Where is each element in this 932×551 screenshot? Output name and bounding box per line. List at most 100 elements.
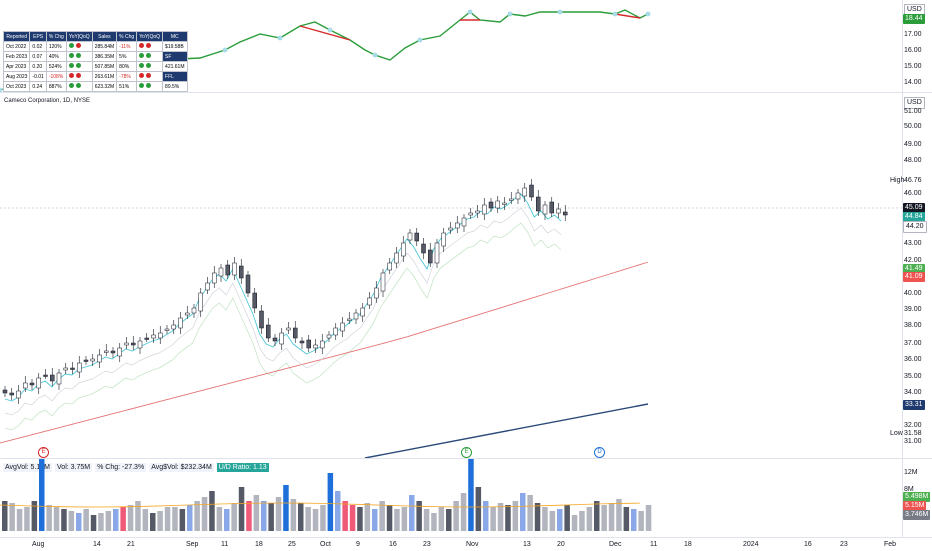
time-axis-tick[interactable]: 11 bbox=[650, 541, 658, 548]
time-axis-tick[interactable]: 18 bbox=[255, 541, 263, 548]
earnings-row: Oct 2023 0.24 887% 623.32M 51% 89.5% bbox=[2, 81, 188, 92]
volume-axis-tick: 8M bbox=[904, 486, 914, 493]
earnings-cell: $19.58B bbox=[162, 41, 188, 52]
earnings-cell: 421.61M bbox=[162, 61, 188, 72]
earnings-cell: 5% bbox=[116, 51, 138, 62]
status-dot-icon bbox=[75, 73, 81, 78]
pane-divider[interactable] bbox=[0, 458, 932, 459]
earnings-marker-icon[interactable]: E bbox=[461, 447, 472, 458]
earnings-row: Feb 2023 0.07 40% 386.35M 5% SF bbox=[2, 51, 188, 62]
time-axis-tick[interactable]: 13 bbox=[523, 541, 531, 548]
earnings-cell: 623.32M bbox=[91, 81, 118, 92]
chart-title: Cameco Corporation, 1D, NYSE bbox=[4, 98, 91, 104]
status-dot-icon bbox=[68, 53, 74, 58]
status-dots bbox=[136, 61, 164, 72]
status-dot-icon bbox=[146, 63, 152, 68]
status-dot-icon bbox=[75, 63, 81, 68]
earnings-marker-icon[interactable]: D bbox=[594, 447, 605, 458]
price-axis-tick: 39.00 bbox=[904, 306, 922, 313]
time-axis[interactable]: Aug 14 21 Sep 11 18 25 Oct 9 16 23 Nov 13 20 Dec 11 18 20… bbox=[0, 537, 932, 551]
time-axis-tick[interactable]: 9 bbox=[356, 541, 360, 548]
volume-tag: 5.15M bbox=[903, 501, 927, 511]
earnings-cell: 51% bbox=[116, 81, 138, 92]
price-axis-tick: 35.00 bbox=[904, 373, 922, 380]
earnings-cell: -11% bbox=[116, 41, 138, 52]
price-tag: 41.49 bbox=[903, 264, 925, 274]
time-axis-tick[interactable]: Feb bbox=[884, 541, 897, 548]
earnings-header: YoY|QoQ bbox=[65, 31, 93, 42]
status-dot-icon bbox=[146, 53, 152, 58]
status-dot-icon bbox=[139, 63, 145, 68]
volume-axis-tick: 12M bbox=[904, 469, 918, 476]
time-axis-tick[interactable]: 20 bbox=[557, 541, 565, 548]
status-dot-icon bbox=[75, 53, 81, 58]
time-axis-tick[interactable]: Nov bbox=[466, 541, 479, 548]
earnings-cell: 386.35M bbox=[91, 51, 118, 62]
status-dot-icon bbox=[139, 73, 145, 78]
status-dots bbox=[65, 71, 93, 82]
top-value-tag: 18.44 bbox=[903, 14, 925, 24]
price-tag: 45.09 bbox=[903, 203, 925, 213]
earnings-cell: Feb 2023 bbox=[2, 51, 31, 62]
time-axis-tick[interactable]: Aug bbox=[32, 541, 45, 548]
earnings-cell: 80% bbox=[116, 61, 138, 72]
price-axis-tick: 51.00 bbox=[904, 108, 922, 115]
status-dots bbox=[136, 41, 164, 52]
earnings-header: MC bbox=[162, 31, 188, 42]
time-axis-tick[interactable]: 18 bbox=[684, 541, 692, 548]
high-label: High bbox=[890, 177, 905, 184]
earnings-cell: FFL bbox=[162, 71, 188, 82]
earnings-header: YoY|QoQ bbox=[136, 31, 164, 42]
price-tag: 44.20 bbox=[903, 221, 927, 233]
status-dots bbox=[65, 41, 93, 52]
status-dots bbox=[65, 51, 93, 62]
time-axis-tick[interactable]: Dec bbox=[609, 541, 622, 548]
time-axis-tick[interactable]: 2024 bbox=[743, 541, 759, 548]
rs-line-chart bbox=[0, 9, 651, 92]
price-axis-tick: 50.00 bbox=[904, 123, 922, 130]
time-axis-tick[interactable]: 11 bbox=[221, 541, 229, 548]
avg-vol-stat: AvgVol: 5.15M bbox=[3, 463, 53, 472]
time-axis-tick[interactable]: 16 bbox=[804, 541, 812, 548]
time-axis-tick[interactable]: 14 bbox=[93, 541, 101, 548]
status-dot-icon bbox=[68, 63, 74, 68]
price-axis-tick: 36.00 bbox=[904, 356, 922, 363]
time-axis-tick[interactable]: Oct bbox=[320, 541, 331, 548]
price-axis-tick: 31.00 bbox=[904, 438, 922, 445]
earnings-marker-icon[interactable]: E bbox=[38, 447, 49, 458]
time-axis-tick[interactable]: 25 bbox=[288, 541, 296, 548]
status-dot-icon bbox=[75, 83, 81, 88]
time-axis-tick[interactable]: 23 bbox=[840, 541, 848, 548]
low-value: 31.58 bbox=[904, 430, 922, 437]
trend-line bbox=[364, 403, 649, 458]
earnings-cell: Oct 2023 bbox=[2, 81, 31, 92]
time-axis-tick[interactable]: 23 bbox=[423, 541, 431, 548]
time-axis-tick[interactable]: 16 bbox=[389, 541, 397, 548]
earnings-cell: 120% bbox=[45, 41, 67, 52]
earnings-header: EPS bbox=[29, 31, 47, 42]
price-axis-tick: 40.00 bbox=[904, 290, 922, 297]
earnings-cell: SF bbox=[162, 51, 188, 62]
earnings-cell: 89.5% bbox=[162, 81, 188, 92]
vol-stat: Vol: 3.75M bbox=[55, 463, 93, 472]
ma-200-line bbox=[0, 261, 649, 444]
time-axis-tick[interactable]: Sep bbox=[186, 541, 199, 548]
price-axis-tick: 48.00 bbox=[904, 157, 922, 164]
currency-label-top[interactable]: USD bbox=[904, 4, 925, 16]
earnings-cell: -108% bbox=[45, 71, 67, 82]
earnings-cell: Oct 2022 bbox=[2, 41, 31, 52]
price-axis-tick: 32.00 bbox=[904, 422, 922, 429]
volume-tag: 3.746M bbox=[903, 510, 931, 520]
top-axis-tick: 15.00 bbox=[904, 63, 922, 70]
earnings-header: Reported bbox=[2, 31, 31, 42]
top-axis-tick: 16.00 bbox=[904, 47, 922, 54]
volume-tag: 5.498M bbox=[903, 492, 931, 502]
pane-divider[interactable] bbox=[0, 92, 932, 93]
time-axis-tick[interactable]: 21 bbox=[127, 541, 135, 548]
price-tag: 41.09 bbox=[903, 272, 925, 282]
top-axis-tick: 14.00 bbox=[904, 79, 922, 86]
price-axis-tick: 43.00 bbox=[904, 240, 922, 247]
high-value: 46.76 bbox=[904, 177, 922, 184]
status-dot-icon bbox=[139, 53, 145, 58]
currency-label-main[interactable]: USD bbox=[904, 97, 925, 109]
